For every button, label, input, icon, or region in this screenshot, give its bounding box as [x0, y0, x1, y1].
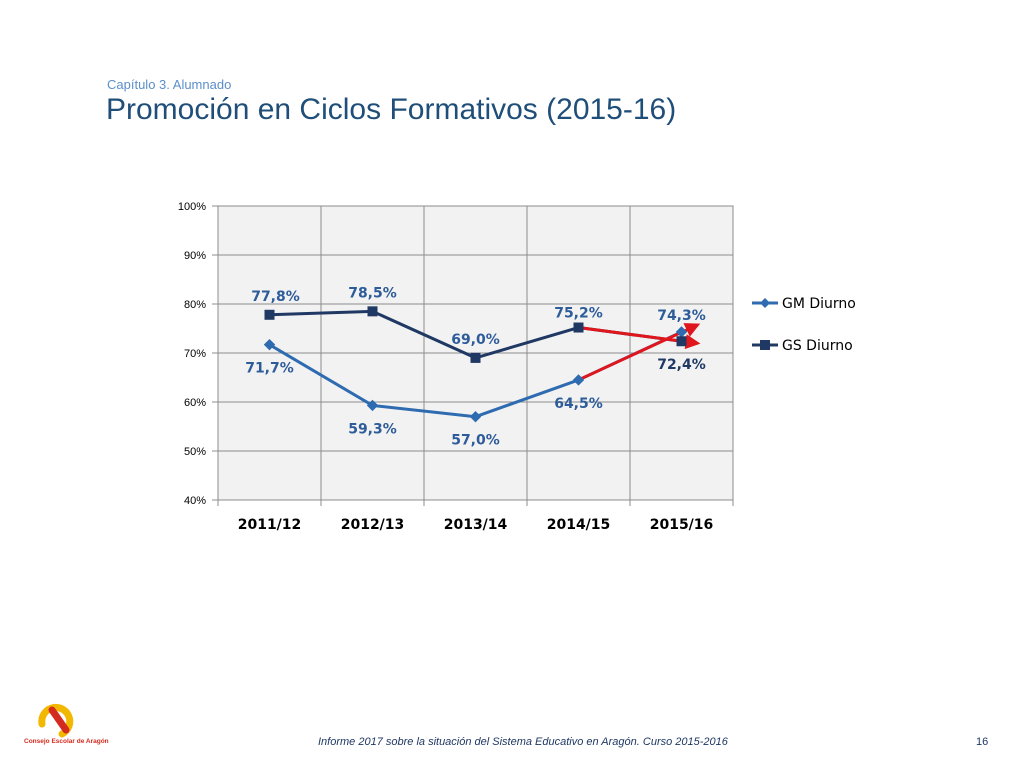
legend-marker [760, 340, 770, 350]
y-tick-label: 80% [184, 299, 206, 311]
data-point-gs-diurno [264, 309, 275, 320]
page-number: 16 [976, 736, 989, 748]
data-point-gs-diurno [676, 336, 687, 347]
data-label-gm-diurno: 57,0% [451, 433, 500, 449]
y-tick-label: 50% [184, 446, 206, 458]
x-tick-label: 2012/13 [341, 517, 405, 533]
data-point-gs-diurno [573, 322, 584, 333]
data-point-gs-diurno [367, 306, 378, 317]
x-tick-label: 2013/14 [444, 517, 508, 533]
data-label-gm-diurno: 64,5% [554, 396, 603, 412]
y-tick-label: 70% [184, 348, 206, 360]
page-title: Promoción en Ciclos Formativos (2015-16) [106, 93, 677, 126]
data-label-gs-diurno: 78,5% [348, 285, 397, 301]
y-tick-label: 100% [178, 201, 206, 213]
data-label-gs-diurno: 77,8% [251, 289, 300, 305]
data-point-gs-diurno [470, 352, 481, 363]
legend-label: GS Diurno [782, 338, 853, 354]
x-tick-label: 2015/16 [650, 517, 714, 533]
data-label-gs-diurno: 69,0% [451, 332, 500, 348]
data-label-gs-diurno: 72,4% [657, 357, 706, 373]
y-tick-label: 90% [184, 250, 206, 262]
x-tick-label: 2011/12 [238, 517, 302, 533]
data-label-gm-diurno: 71,7% [245, 361, 294, 377]
data-label-gs-diurno: 75,2% [554, 306, 603, 322]
logo-text: Consejo Escolar de Aragón [24, 738, 109, 745]
logo-icon: Consejo Escolar de Aragón [24, 703, 109, 745]
data-label-gm-diurno: 59,3% [348, 421, 397, 437]
footer-text: Informe 2017 sobre la situación del Sist… [318, 736, 728, 748]
y-tick-label: 40% [184, 495, 206, 507]
y-tick-label: 60% [184, 397, 206, 409]
chapter-label: Capítulo 3. Alumnado [107, 77, 232, 92]
data-point-gm-diurno [469, 410, 482, 423]
trend-arrow [577, 323, 701, 382]
data-point-gm-diurno [366, 399, 379, 412]
legend-marker [760, 298, 770, 308]
legend-label: GM Diurno [782, 296, 856, 312]
data-point-gm-diurno [263, 338, 276, 351]
x-tick-label: 2014/15 [547, 517, 611, 533]
data-point-gm-diurno [572, 374, 585, 386]
data-label-gm-diurno: 74,3% [657, 308, 706, 324]
